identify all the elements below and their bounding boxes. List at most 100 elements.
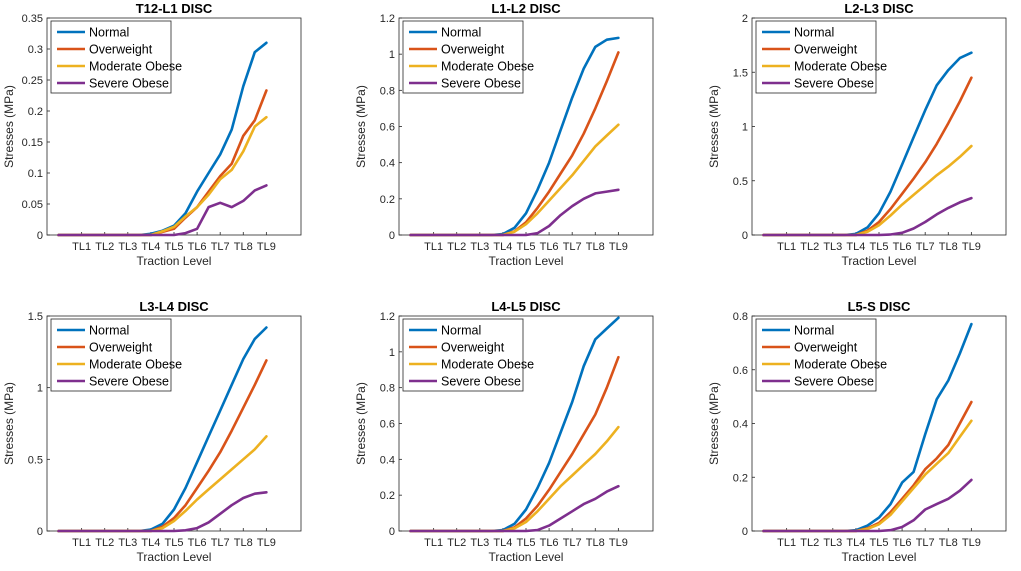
y-axis-label: Stresses (MPa) — [2, 85, 16, 168]
legend-label: Overweight — [441, 341, 505, 355]
x-tick-label: TL2 — [95, 241, 114, 253]
x-tick-label: TL6 — [540, 537, 559, 549]
x-tick-label: TL3 — [470, 537, 489, 549]
legend-label: Normal — [794, 26, 834, 40]
x-tick-label: TL1 — [777, 537, 796, 549]
chart-panel-t12-l1-disc: 0 0.05 0.1 0.15 0.2 0.25 0.3 0.35 TL1 TL2 TL3 TL4 TL… — [2, 1, 302, 268]
y-tick-label: 0.6 — [380, 419, 395, 431]
legend-label: Severe Obese — [441, 77, 521, 91]
y-tick-label: 2 — [742, 13, 748, 25]
legend-label: Severe Obese — [89, 375, 169, 389]
x-tick-label: TL5 — [517, 537, 536, 549]
x-tick-label: TL5 — [165, 537, 184, 549]
legend-label: Overweight — [794, 43, 858, 57]
y-tick-label: 0.2 — [380, 490, 395, 502]
legend-label: Severe Obese — [794, 375, 874, 389]
x-tick-label: TL7 — [211, 241, 230, 253]
chart-title: L3-L4 DISC — [139, 299, 209, 314]
legend-label: Severe Obese — [794, 77, 874, 91]
y-tick-label: 1.5 — [733, 67, 748, 79]
legend-label: Severe Obese — [441, 375, 521, 389]
x-tick-label: TL6 — [893, 537, 912, 549]
y-tick-label: 0 — [389, 230, 395, 242]
x-tick-label: TL7 — [563, 241, 582, 253]
y-tick-label: 0.25 — [22, 75, 43, 87]
legend-label: Moderate Obese — [441, 358, 534, 372]
x-tick-label: TL8 — [939, 241, 958, 253]
x-tick-label: TL9 — [257, 241, 276, 253]
chart-panel-l1-l2-disc: 0 0.2 0.4 0.6 0.8 1 1.2 TL1 TL2 TL3 TL4 TL5 TL6 TL7 TL… — [354, 1, 654, 268]
y-tick-label: 0.5 — [28, 454, 43, 466]
y-tick-label: 0 — [37, 230, 43, 242]
x-tick-label: TL5 — [870, 241, 889, 253]
x-tick-label: TL1 — [777, 241, 796, 253]
y-tick-label: 0.6 — [380, 122, 395, 134]
x-tick-label: TL7 — [916, 241, 935, 253]
legend-label: Overweight — [89, 43, 153, 57]
x-tick-label: TL8 — [586, 537, 605, 549]
x-tick-label: TL2 — [800, 537, 819, 549]
x-tick-label: TL3 — [823, 241, 842, 253]
y-tick-label: 0.2 — [28, 106, 43, 118]
legend-label: Moderate Obese — [89, 358, 182, 372]
y-tick-label: 1.2 — [380, 13, 395, 25]
x-tick-label: TL2 — [95, 537, 114, 549]
x-tick-label: TL4 — [141, 537, 160, 549]
x-tick-label: TL4 — [141, 241, 160, 253]
x-axis-label: Traction Level — [489, 550, 564, 564]
y-tick-label: 0 — [742, 526, 748, 538]
x-tick-label: TL5 — [517, 241, 536, 253]
y-tick-label: 1.5 — [28, 311, 43, 323]
x-axis-label: Traction Level — [137, 550, 212, 564]
y-tick-label: 0.4 — [380, 158, 395, 170]
legend-label: Overweight — [89, 341, 153, 355]
x-tick-label: TL7 — [916, 537, 935, 549]
x-tick-label: TL2 — [800, 241, 819, 253]
y-tick-label: 0.2 — [380, 194, 395, 206]
y-tick-label: 0 — [389, 526, 395, 538]
x-tick-label: TL8 — [939, 537, 958, 549]
y-tick-label: 0.5 — [733, 176, 748, 188]
y-tick-label: 0 — [37, 526, 43, 538]
y-tick-label: 1 — [389, 49, 395, 61]
chart-panel-l5-s-disc: 0 0.2 0.4 0.6 0.8 TL1 TL2 TL3 TL4 TL5 TL6 TL7 TL8 TL9… — [707, 299, 1007, 564]
x-tick-label: TL9 — [962, 537, 981, 549]
x-tick-label: TL3 — [470, 241, 489, 253]
y-tick-label: 0.1 — [28, 168, 43, 180]
legend: Normal Overweight Moderate Obese Severe Obe… — [402, 318, 534, 392]
x-tick-label: TL1 — [424, 241, 443, 253]
y-tick-label: 0 — [742, 230, 748, 242]
y-tick-label: 0.3 — [28, 44, 43, 56]
x-tick-label: TL5 — [870, 537, 889, 549]
x-tick-label: TL2 — [447, 537, 466, 549]
x-tick-label: TL6 — [540, 241, 559, 253]
legend-label: Moderate Obese — [441, 60, 534, 74]
y-tick-label: 1 — [389, 347, 395, 359]
chart-title: L2-L3 DISC — [844, 1, 914, 16]
y-tick-label: 0.15 — [22, 137, 43, 149]
legend-label: Overweight — [794, 341, 858, 355]
legend: Normal Overweight Moderate Obese Severe Obe… — [50, 20, 182, 94]
y-axis-label: Stresses (MPa) — [2, 382, 16, 465]
chart-title: L4-L5 DISC — [491, 299, 561, 314]
legend-label: Moderate Obese — [794, 358, 887, 372]
y-tick-label: 0.6 — [733, 365, 748, 377]
x-tick-label: TL1 — [72, 241, 91, 253]
y-axis-label: Stresses (MPa) — [707, 85, 721, 168]
legend: Normal Overweight Moderate Obese Severe Obe… — [50, 318, 182, 392]
legend-label: Normal — [794, 324, 834, 338]
legend-label: Moderate Obese — [794, 60, 887, 74]
y-tick-label: 1 — [742, 122, 748, 134]
y-tick-label: 0.05 — [22, 199, 43, 211]
x-tick-label: TL3 — [823, 537, 842, 549]
legend-label: Moderate Obese — [89, 60, 182, 74]
y-axis-label: Stresses (MPa) — [707, 382, 721, 465]
x-tick-label: TL6 — [188, 537, 207, 549]
chart-title: L1-L2 DISC — [491, 1, 561, 16]
x-tick-label: TL5 — [165, 241, 184, 253]
chart-panel-l3-l4-disc: 0 0.5 1 1.5 TL1 TL2 TL3 TL4 TL5 TL6 TL7 TL8 TL9 Tract… — [2, 299, 302, 564]
y-tick-label: 1.2 — [380, 311, 395, 323]
x-tick-label: TL7 — [563, 537, 582, 549]
legend-label: Overweight — [441, 43, 505, 57]
